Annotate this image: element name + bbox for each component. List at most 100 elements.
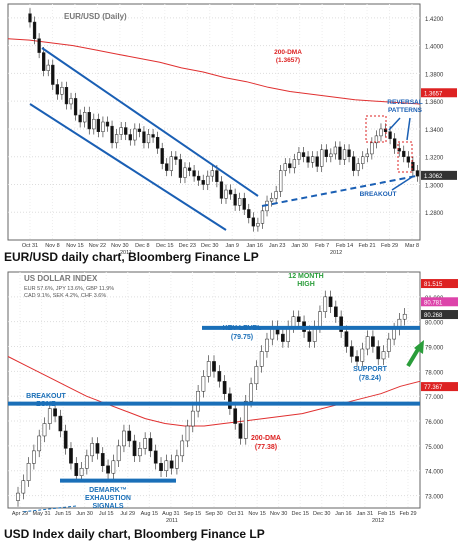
plot-frame (7, 3, 421, 241)
year-label: 2011 (120, 250, 132, 256)
dma-annotation: 200-DMA (251, 435, 281, 442)
y-tick-label: 1.3600 (425, 100, 444, 106)
demark-annotation: SIGNALS (92, 503, 123, 510)
high-annotation: HIGH (297, 281, 315, 288)
candle (53, 408, 57, 417)
candle (51, 64, 55, 85)
candle (339, 316, 343, 332)
candle (406, 156, 410, 163)
candle (254, 366, 259, 385)
candle (37, 38, 41, 53)
eurusd-caption: EUR/USD daily chart, Bloomberg Finance L… (4, 250, 259, 264)
reversal-box (397, 141, 413, 173)
candle (411, 162, 415, 171)
chart-title: EUR/USD (Daily) (64, 12, 127, 21)
y-tick-label: 1.4200 (425, 17, 444, 23)
demark-annotation: DEMARK™ (89, 487, 127, 494)
dma-annotation-value: (77.38) (255, 444, 277, 451)
year-label: 2011 (166, 518, 178, 524)
candle (415, 170, 420, 177)
x-tick-label: Nov 30 (111, 243, 128, 249)
candle (392, 328, 396, 340)
candle (85, 455, 89, 469)
price-tag (421, 279, 458, 289)
candle (165, 163, 169, 171)
price-tag-label: 1.3062 (424, 174, 443, 180)
y-tick-label: 1.2800 (425, 211, 444, 217)
x-tick-label: Aug 31 (162, 511, 179, 517)
candle (183, 167, 187, 178)
candle (119, 127, 123, 135)
candle (279, 170, 283, 192)
candle (342, 149, 347, 160)
candle (228, 189, 233, 195)
candle (180, 440, 185, 457)
eurusd-chart: 1.4200 1.4000 1.3800 1.3600 1.3400 1.3200 1.30… (7, 3, 457, 256)
x-tick-label: Jan 23 (269, 243, 286, 249)
candle (249, 383, 253, 402)
candle (324, 149, 328, 157)
candle (379, 128, 383, 137)
candle (132, 440, 137, 457)
candle (128, 134, 132, 141)
candle (155, 137, 160, 149)
candle (228, 393, 232, 409)
candle (137, 448, 142, 457)
candle (74, 463, 79, 476)
candle (42, 423, 47, 437)
candle (55, 84, 59, 95)
candle (122, 430, 126, 447)
candle (185, 425, 190, 442)
candle (307, 331, 312, 342)
candle (217, 371, 222, 382)
candle (153, 450, 158, 464)
price-tag-label: 81.515 (424, 282, 443, 288)
candle (206, 175, 210, 185)
candle (251, 217, 255, 227)
y-tick-label: 77.000 (425, 395, 444, 401)
y-tick-label: 1.3800 (425, 72, 444, 78)
candle (47, 408, 52, 424)
candle (142, 131, 146, 144)
x-tick-label: Dec 30 (313, 511, 330, 517)
reversal-annotation: PATTERNS (388, 107, 423, 114)
candle (114, 134, 119, 144)
usd-index-caption: USD Index daily chart, Bloomberg Finance… (4, 527, 265, 541)
candle (315, 156, 319, 167)
candle (32, 450, 36, 464)
x-tick-label: Dec 23 (179, 243, 196, 249)
dma-annotation-value: (1.3657) (276, 57, 300, 64)
breakout-zone-annotation: BREAKOUT (26, 393, 66, 400)
x-tick-label: Oct 31 (22, 243, 38, 249)
candle (243, 400, 248, 439)
y-tick-label: 74.000 (425, 470, 444, 476)
candle (151, 134, 155, 138)
candle (344, 331, 349, 347)
candle (297, 152, 301, 160)
candle (164, 460, 169, 471)
x-tick-label: Jan 9 (226, 243, 239, 249)
candle (320, 149, 324, 167)
x-tick-label: Dec 8 (135, 243, 149, 249)
x-tick-label: Jun 30 (76, 511, 93, 517)
y-tick-label: 78.000 (425, 370, 444, 376)
candle (92, 118, 96, 130)
price-tag-label: 1.3657 (424, 91, 443, 97)
candle (101, 121, 105, 132)
candle (402, 150, 406, 157)
y-tick-label: 1.3000 (425, 183, 444, 189)
x-tick-label: Sep 30 (205, 511, 222, 517)
candle (159, 463, 163, 471)
candle (46, 64, 50, 71)
reversal-arrow (406, 117, 411, 141)
x-tick-label: Jan 16 (246, 243, 263, 249)
candle (349, 346, 354, 357)
x-tick-label: Nov 30 (270, 511, 287, 517)
price-tag (421, 88, 457, 98)
y-tick-label: 1.3400 (425, 128, 444, 134)
candle (73, 98, 78, 116)
year-label: 2012 (330, 250, 342, 256)
candle (365, 153, 369, 157)
candle (233, 408, 238, 424)
candle (196, 390, 200, 412)
